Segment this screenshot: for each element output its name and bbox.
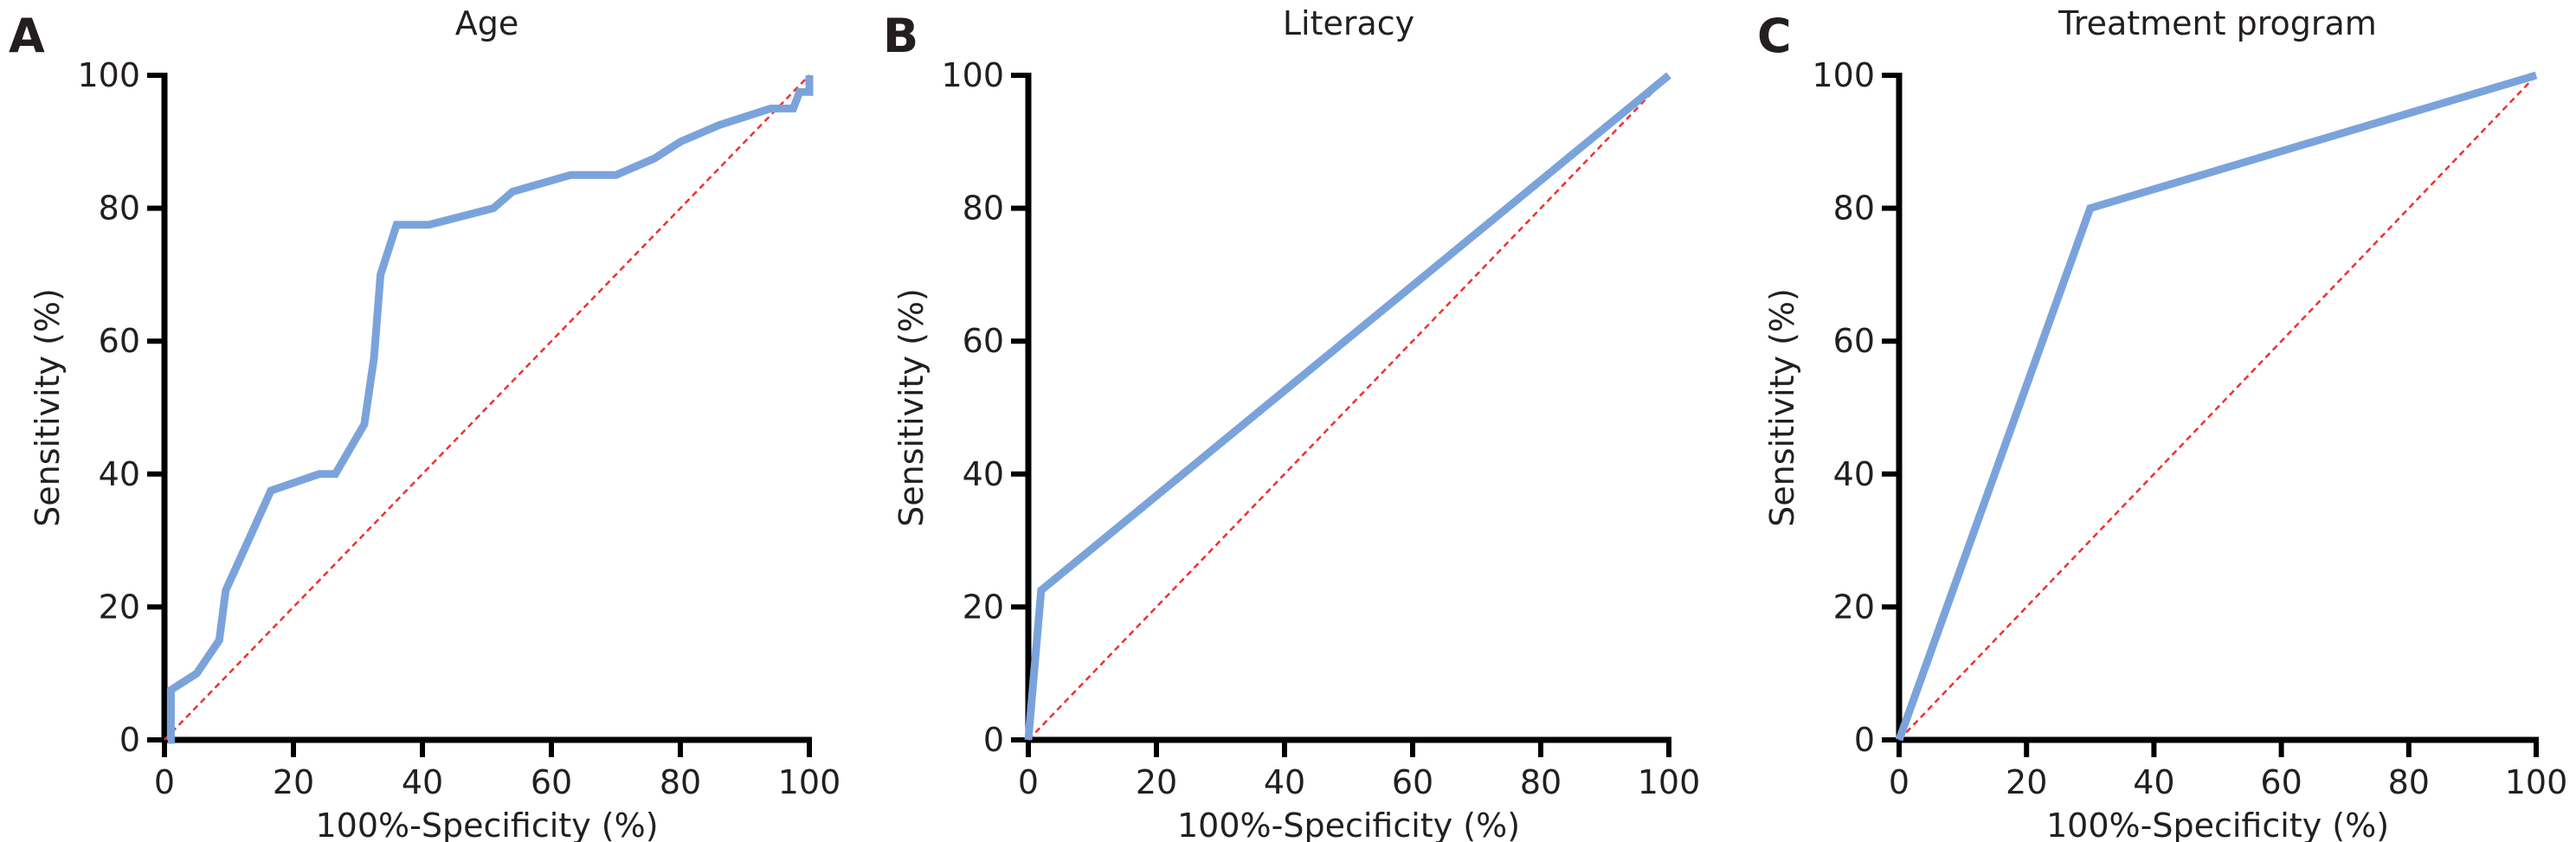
y-axis-label: Sensitivity (%) xyxy=(29,288,67,527)
y-tick-label: 40 xyxy=(963,455,1004,493)
x-tick-label: 60 xyxy=(531,763,572,801)
reference-diagonal-line xyxy=(164,74,810,741)
chart-title: Literacy xyxy=(1283,4,1414,42)
y-tick-label: 80 xyxy=(963,190,1004,228)
x-axis-label: 100%-Specificity (%) xyxy=(1177,807,1520,842)
x-tick-label: 0 xyxy=(154,763,175,801)
x-tick-label: 80 xyxy=(660,763,701,801)
y-tick-label: 20 xyxy=(963,588,1004,626)
y-tick-label: 60 xyxy=(963,322,1004,360)
reference-diagonal-line xyxy=(1027,74,1670,741)
y-tick-label: 100 xyxy=(941,56,1004,94)
roc-curve xyxy=(1024,72,1671,741)
y-tick-label: 20 xyxy=(1833,588,1875,626)
x-tick-label: 0 xyxy=(1018,763,1039,801)
chart-title: Age xyxy=(455,4,519,42)
roc-curve xyxy=(1895,71,2538,742)
x-tick-label: 60 xyxy=(2260,763,2302,801)
x-tick-label: 20 xyxy=(273,763,314,801)
x-tick-label: 0 xyxy=(1889,763,1909,801)
chart-title: Treatment program xyxy=(2058,4,2377,42)
y-tick-label: 0 xyxy=(119,721,140,759)
x-tick-label: 80 xyxy=(1520,763,1562,801)
y-tick-label: 40 xyxy=(1833,455,1875,493)
y-tick-label: 100 xyxy=(1812,56,1875,94)
x-tick-label: 40 xyxy=(2133,763,2174,801)
panel-label: B xyxy=(883,9,918,63)
y-tick-label: 20 xyxy=(99,588,140,626)
x-tick-label: 60 xyxy=(1392,763,1433,801)
reference-diagonal-line xyxy=(1898,74,2537,741)
x-tick-label: 80 xyxy=(2388,763,2430,801)
y-tick-label: 80 xyxy=(99,190,140,228)
y-tick-label: 100 xyxy=(77,56,140,94)
x-tick-label: 100 xyxy=(2505,763,2568,801)
x-tick-label: 20 xyxy=(1136,763,1177,801)
y-tick-label: 60 xyxy=(1833,322,1875,360)
roc-curve xyxy=(166,75,814,744)
y-axis-label: Sensitivity (%) xyxy=(1763,288,1801,527)
y-tick-label: 60 xyxy=(99,322,140,360)
y-tick-label: 80 xyxy=(1833,190,1875,228)
x-tick-label: 100 xyxy=(1638,763,1701,801)
panel-label: A xyxy=(9,9,45,63)
x-tick-label: 40 xyxy=(402,763,443,801)
x-axis-label: 100%-Specificity (%) xyxy=(315,807,658,842)
y-tick-label: 0 xyxy=(1854,721,1875,759)
panel-label: C xyxy=(1757,9,1792,63)
y-tick-label: 0 xyxy=(983,721,1004,759)
y-axis-label: Sensitivity (%) xyxy=(892,288,931,527)
x-tick-label: 20 xyxy=(2006,763,2047,801)
x-axis-label: 100%-Specificity (%) xyxy=(2046,807,2389,842)
x-tick-label: 100 xyxy=(778,763,841,801)
y-tick-label: 40 xyxy=(99,455,140,493)
x-tick-label: 40 xyxy=(1264,763,1305,801)
